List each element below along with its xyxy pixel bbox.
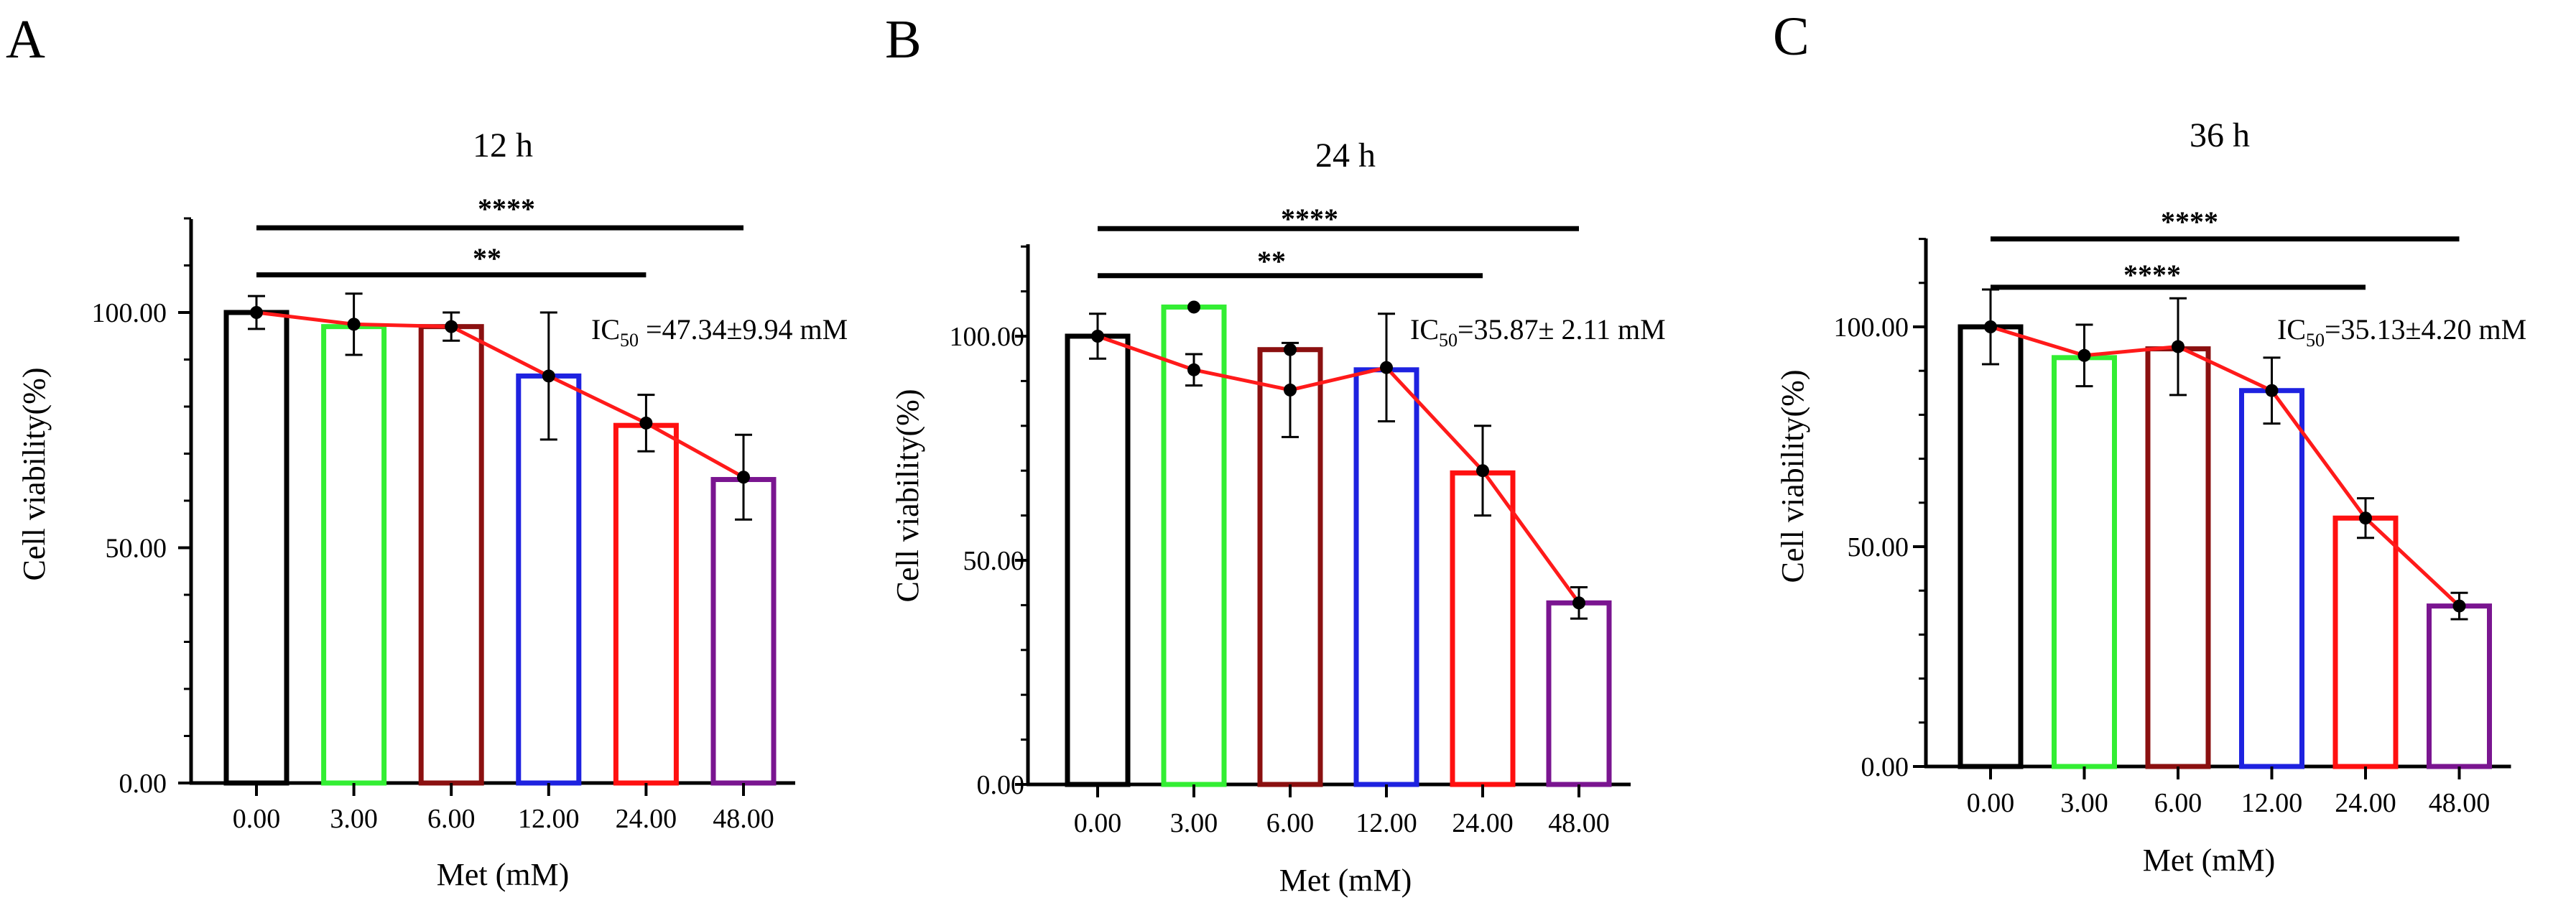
extra-point — [1187, 300, 1200, 314]
x-tick-label: 48.00 — [713, 804, 774, 834]
ic50-prefix: IC — [1410, 313, 1439, 346]
extra-point — [1284, 343, 1297, 356]
y-axis-label: Cell viability(%) — [1775, 370, 1810, 583]
bar — [321, 324, 387, 786]
y-tick-label: 100.00 — [92, 298, 167, 328]
bar — [1353, 367, 1419, 787]
y-tick-label: 50.00 — [1848, 532, 1909, 562]
ic50-value: =35.87± 2.11 mM — [1458, 313, 1666, 346]
y-tick-label: 50.00 — [106, 534, 167, 564]
y-tick-label: 100.00 — [950, 322, 1025, 352]
mean-point — [1091, 330, 1104, 343]
mean-point — [1284, 383, 1297, 397]
mean-point — [1187, 363, 1200, 376]
chart-title: 12 h — [473, 126, 533, 165]
y-tick-label: 50.00 — [963, 546, 1025, 576]
x-tick-label: 24.00 — [1452, 808, 1514, 838]
significance-label: ** — [473, 242, 501, 274]
x-tick-label: 24.00 — [616, 804, 677, 834]
mean-point — [2077, 348, 2091, 362]
trend-line — [256, 310, 745, 479]
bar — [710, 477, 777, 786]
y-tick-label: 0.00 — [119, 769, 167, 799]
y-axis-label: Cell viability(%) — [17, 368, 52, 581]
bar — [2332, 515, 2399, 769]
bar — [613, 422, 679, 786]
ic50-prefix: IC — [591, 313, 620, 346]
x-axis-label: Met (mM) — [1279, 863, 1412, 898]
x-axis-label: Met (mM) — [2143, 843, 2276, 878]
significance-label: **** — [478, 193, 535, 225]
mean-point — [737, 471, 750, 484]
mean-point — [2452, 599, 2466, 613]
bar — [1958, 324, 2024, 769]
x-tick-label: 6.00 — [427, 804, 476, 834]
x-tick-label: 48.00 — [2429, 788, 2491, 818]
significance-label: **** — [2161, 205, 2218, 238]
y-axis-label: Cell viability(%) — [890, 389, 925, 603]
x-axis-label: Met (mM) — [437, 857, 570, 892]
x-tick-label: 6.00 — [2154, 788, 2202, 818]
mean-point — [2172, 340, 2184, 353]
mean-point — [542, 369, 555, 383]
y-tick-label: 100.00 — [1834, 312, 1909, 343]
chart-title: 36 h — [2190, 116, 2250, 154]
x-tick-label: 0.00 — [1967, 788, 2015, 818]
panel-b: B 24 h Met (mM) Cell viability(%) IC50=3… — [885, 9, 1666, 898]
chart-title: 24 h — [1315, 136, 1376, 175]
bar — [2427, 603, 2492, 769]
mean-point — [250, 306, 263, 319]
panel-letter: C — [1773, 6, 1810, 67]
x-tick-label: 3.00 — [2060, 788, 2108, 818]
x-tick-label: 0.00 — [233, 804, 281, 834]
ic50-annotation: IC50=35.13±4.20 mM — [2277, 313, 2526, 351]
mean-point — [2359, 511, 2372, 525]
bar — [1065, 333, 1131, 787]
mean-point — [639, 416, 653, 430]
ic50-prefix: IC — [2277, 313, 2306, 346]
panel-c: C 36 h Met (mM) Cell viability(%) IC50=3… — [1773, 6, 2526, 878]
trend-line — [1990, 325, 2461, 608]
ic50-annotation: IC50=35.87± 2.11 mM — [1410, 313, 1666, 351]
ic50-subscript: 50 — [620, 330, 639, 351]
bar — [1546, 600, 1612, 787]
mean-point — [2265, 384, 2279, 397]
x-tick-label: 12.00 — [518, 804, 580, 834]
mean-point — [347, 318, 361, 331]
mean-point — [445, 320, 458, 333]
ic50-annotation: IC50 =47.34±9.94 mM — [591, 313, 848, 351]
panel-letter: A — [6, 9, 45, 70]
x-tick-label: 0.00 — [1074, 808, 1122, 838]
mean-point — [1572, 596, 1585, 610]
mean-point — [1476, 464, 1489, 478]
x-tick-label: 12.00 — [1356, 808, 1417, 838]
x-tick-label: 24.00 — [2335, 788, 2396, 818]
panel-a: A 12 h Met (mM) Cell viability(%) IC50 =… — [6, 9, 848, 892]
bar — [1450, 470, 1516, 787]
y-tick-label: 0.00 — [977, 770, 1025, 800]
x-tick-label: 3.00 — [1170, 808, 1218, 838]
x-tick-label: 3.00 — [330, 804, 378, 834]
bar — [2145, 346, 2211, 769]
ic50-value: =47.34±9.94 mM — [639, 313, 848, 346]
significance-label: ** — [1257, 245, 1286, 277]
x-tick-label: 12.00 — [2241, 788, 2303, 818]
ic50-value: =35.13±4.20 mM — [2325, 313, 2526, 346]
bar — [418, 324, 484, 786]
ic50-subscript: 50 — [1439, 330, 1458, 351]
ic50-subscript: 50 — [2306, 330, 2325, 351]
bar — [223, 310, 289, 786]
mean-point — [1380, 361, 1393, 374]
mean-point — [1984, 320, 1997, 333]
trend-line — [1097, 334, 1581, 604]
y-tick-label: 0.00 — [1861, 752, 1909, 782]
x-tick-label: 48.00 — [1548, 808, 1610, 838]
bar — [2052, 355, 2117, 769]
bar — [2239, 388, 2304, 769]
x-tick-label: 6.00 — [1266, 808, 1315, 838]
panel-letter: B — [885, 9, 922, 70]
